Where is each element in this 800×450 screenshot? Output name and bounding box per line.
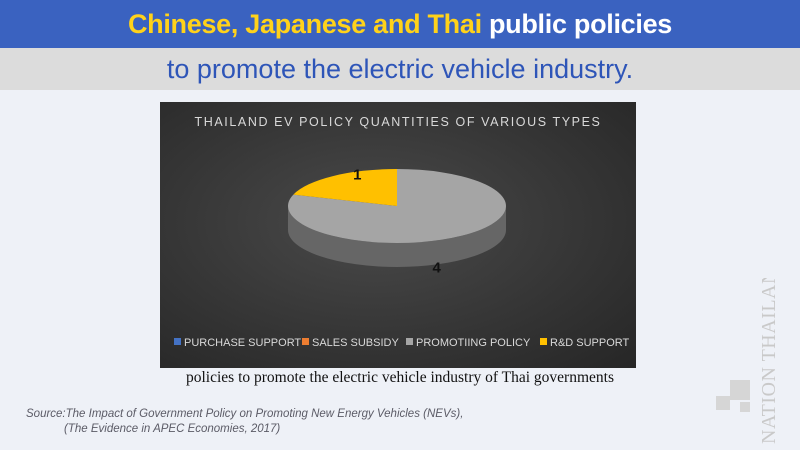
chart-title: THAILAND EV POLICY QUANTITIES OF VARIOUS… xyxy=(194,115,601,129)
source-note: Source:The Impact of Government Policy o… xyxy=(26,407,463,437)
chart-panel: THAILAND EV POLICY QUANTITIES OF VARIOUS… xyxy=(160,102,636,368)
subtitle-bar: to promote the electric vehicle industry… xyxy=(0,48,800,90)
legend-swatch xyxy=(302,338,309,345)
source-line-2: (The Evidence in APEC Economies, 2017) xyxy=(64,423,281,435)
page-title: Chinese, Japanese and Thai public polici… xyxy=(128,8,672,40)
data-label: 1 xyxy=(353,167,361,184)
legend-label: PURCHASE SUPPORT xyxy=(184,337,301,349)
pie-slice-side xyxy=(288,206,506,267)
deco-square xyxy=(730,380,750,400)
title-highlight: Chinese, Japanese and Thai xyxy=(127,9,482,39)
page-subtitle: to promote the electric vehicle industry… xyxy=(166,54,634,84)
source-line-1: Source:The Impact of Government Policy o… xyxy=(26,408,464,420)
title-rest: public policies xyxy=(488,9,673,39)
legend-swatch xyxy=(406,338,413,345)
legend-swatch xyxy=(540,338,547,345)
chart-caption: policies to promote the electric vehicle… xyxy=(186,369,614,386)
deco-square xyxy=(716,396,730,410)
deco-square xyxy=(740,402,750,412)
data-label: 4 xyxy=(433,259,442,276)
legend-label: PROMOTIING POLICY xyxy=(416,337,531,349)
title-bar: Chinese, Japanese and Thai public polici… xyxy=(0,0,800,48)
logo-text: NATION THAILAND xyxy=(758,278,780,444)
logo: NATION THAILAND xyxy=(752,278,800,450)
pie-chart: THAILAND EV POLICY QUANTITIES OF VARIOUS… xyxy=(174,115,630,349)
legend-label: SALES SUBSIDY xyxy=(312,337,399,349)
legend-swatch xyxy=(174,338,181,345)
pie-slice xyxy=(293,169,397,206)
legend-label: R&D SUPPORT xyxy=(550,337,630,349)
